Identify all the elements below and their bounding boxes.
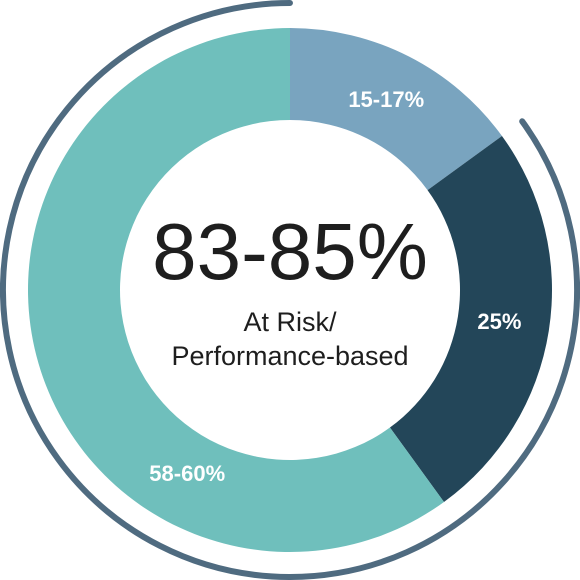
center-sublabel: Performance-based (171, 341, 408, 371)
donut-segment (290, 28, 502, 191)
value-label: 25% (477, 309, 521, 334)
center-label: 83-85% (152, 207, 428, 296)
value-label: 58-60% (149, 461, 225, 486)
donut-segment (27, 28, 444, 552)
donut (27, 28, 552, 552)
center-sublabel: At Risk/ (243, 307, 337, 337)
value-label: 15-17% (348, 87, 424, 112)
donut-segment (389, 136, 552, 502)
